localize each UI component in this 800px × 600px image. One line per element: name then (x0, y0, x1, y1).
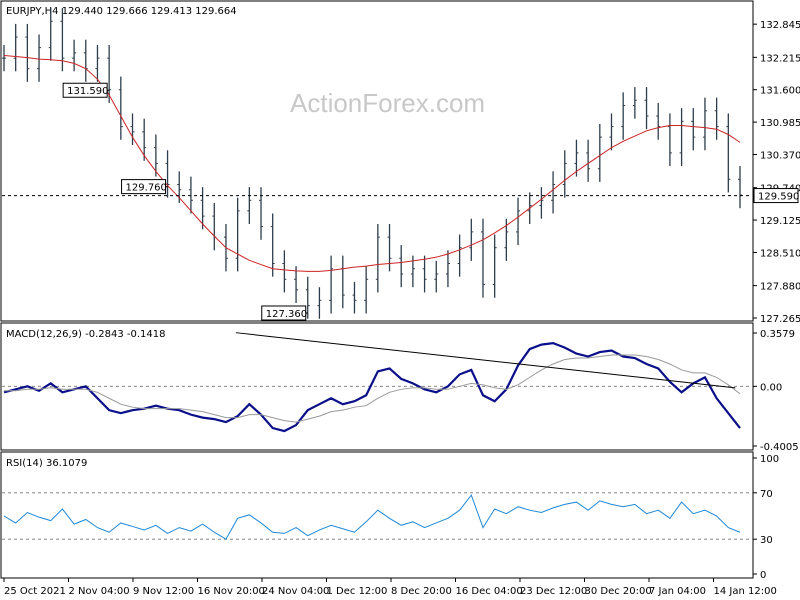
macd-title: MACD(12,26,9) -0.2843 -0.1418 (6, 329, 166, 340)
macd-series-group (2, 332, 752, 433)
y-tick-label: 0 (760, 570, 766, 581)
y-tick-label: 100 (760, 454, 779, 465)
x-tick-label: 14 Jan 12:00 (714, 586, 777, 597)
y-tick-label: 128.510 (760, 248, 800, 259)
x-tick-label: 24 Nov 04:00 (262, 586, 329, 597)
x-tick-label: 1 Dec 12:00 (327, 586, 388, 597)
x-tick-label: 8 Dec 20:00 (391, 586, 452, 597)
macd-line (3, 341, 741, 433)
x-tick-label: 7 Jan 04:00 (649, 586, 706, 597)
y-tick-label: 130.985 (760, 118, 800, 129)
axes-group: 132.845 132.215 131.600 130.985 130.370 129.7… (3, 20, 800, 597)
rsi-title: RSI(14) 36.1079 (6, 458, 87, 469)
watermark: ActionForex.com (290, 88, 485, 118)
y-tick-label: 132.215 (760, 53, 800, 64)
y-tick-label: 127.880 (760, 282, 800, 293)
x-tick-label: 25 Oct 2021 (4, 586, 66, 597)
y-tick-label: 130.370 (760, 150, 800, 161)
x-tick-label: 23 Dec 12:00 (520, 586, 587, 597)
y-tick-label: 30 (760, 535, 773, 546)
ma-line (3, 54, 741, 272)
rsi-series-group (2, 492, 752, 540)
x-tick-label: 2 Nov 04:00 (69, 586, 130, 597)
signal-line (4, 354, 741, 423)
price-annotation-label: 129.760 (126, 183, 167, 194)
y-tick-label: 127.265 (760, 314, 800, 325)
price-title: EURJPY,H4 129.440 129.666 129.413 129.66… (6, 6, 237, 17)
y-tick-label: 129.125 (760, 216, 800, 227)
current-price-box (753, 188, 799, 204)
trendline (235, 332, 736, 389)
x-tick-label: 16 Nov 20:00 (198, 586, 265, 597)
price-annotation-label: 131.590 (67, 86, 108, 97)
y-tick-label: 132.845 (760, 20, 800, 31)
price-annotation-label: 127.360 (266, 309, 307, 320)
x-tick-label: 30 Dec 20:00 (585, 586, 652, 597)
price-panel (0, 0, 754, 322)
y-tick-label: 131.600 (760, 86, 800, 97)
price-series-group: 131.590 129.760 127.360 (2, 8, 752, 321)
rsi-line (3, 494, 741, 540)
x-tick-label: 16 Dec 04:00 (456, 586, 523, 597)
price-annotation-box (62, 82, 108, 98)
y-tick-label: 0.00 (760, 382, 782, 393)
x-tick-label: 9 Nov 12:00 (133, 586, 194, 597)
y-tick-label: -0.4005 (760, 442, 799, 453)
y-tick-label: 70 (760, 489, 773, 500)
rsi-panel (0, 451, 754, 579)
y-tick-label: 0.3579 (760, 329, 795, 340)
current-price-label: 129.590 (758, 192, 799, 203)
